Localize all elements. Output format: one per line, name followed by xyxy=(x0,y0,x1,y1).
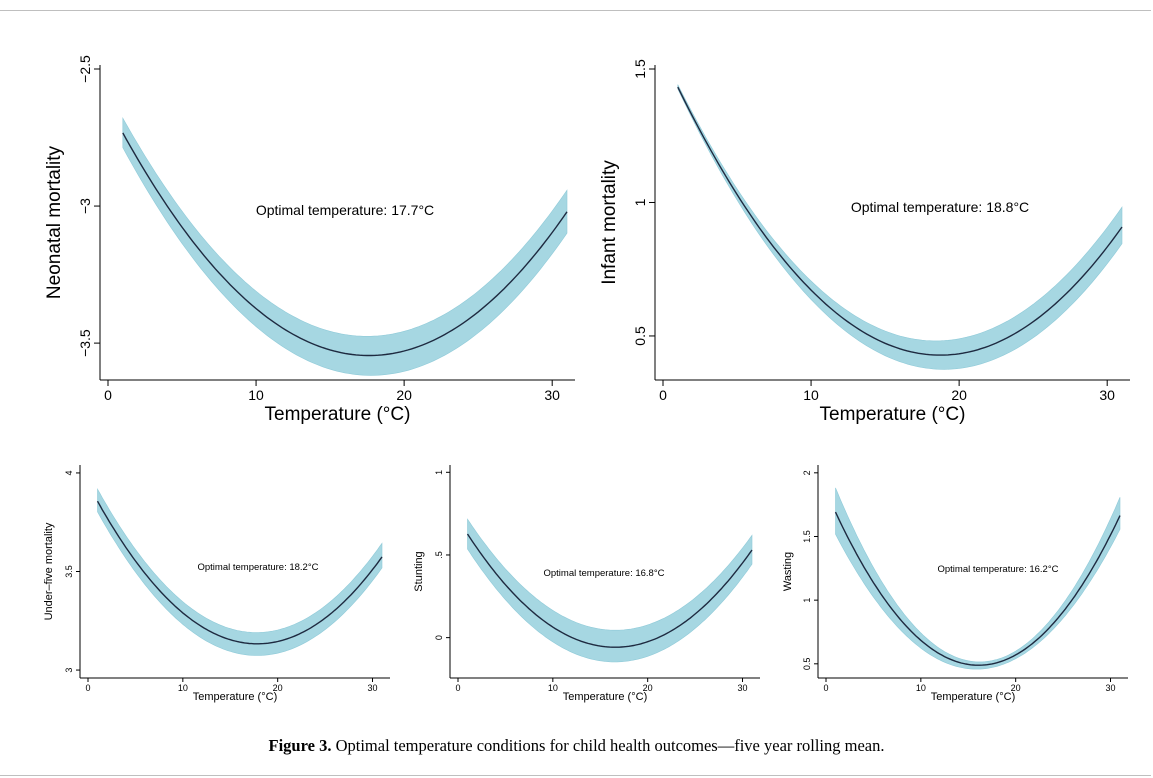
y-tick-label: 1 xyxy=(434,470,444,475)
x-axis-title: Temperature (°C) xyxy=(193,691,277,703)
x-tick-label: 20 xyxy=(643,683,653,693)
figure-frame xyxy=(0,10,1151,776)
x-tick-label: 0 xyxy=(455,683,460,693)
x-tick-label: 0 xyxy=(85,683,90,693)
y-tick-label: 2 xyxy=(802,470,812,475)
chart-infant-mortality: 0 10 20 30 0.5 1 1.5 Temperature (°C) Infant mor… xyxy=(599,59,1130,425)
y-axis-title: Stunting xyxy=(413,551,425,591)
y-tick-label: 0.5 xyxy=(802,658,812,671)
chart-neonatal-mortality: 0 10 20 30 −3.5 −3 −2.5 Temperature (°C) Neonata… xyxy=(44,55,575,425)
confidence-band xyxy=(677,84,1123,370)
x-tick-label: 30 xyxy=(544,387,560,403)
x-axis-title: Temperature (°C) xyxy=(820,404,966,425)
optimal-temperature-annotation: Optimal temperature: 16.8°C xyxy=(543,568,664,579)
figure-caption: Figure 3. Optimal temperature conditions… xyxy=(0,736,1153,756)
y-tick-label: −3 xyxy=(77,198,93,214)
x-tick-label: 10 xyxy=(248,387,264,403)
y-tick-label: 1 xyxy=(802,598,812,603)
fitted-curve xyxy=(466,533,753,648)
figure-caption-label: Figure 3. xyxy=(268,736,332,755)
x-axis-title: Temperature (°C) xyxy=(563,691,647,703)
y-tick-label: 3 xyxy=(64,668,74,673)
x-tick-label: 10 xyxy=(548,683,558,693)
x-tick-label: 10 xyxy=(803,387,819,403)
confidence-band xyxy=(122,116,568,376)
y-tick-label: −2.5 xyxy=(77,55,93,83)
x-tick-label: 20 xyxy=(951,387,967,403)
x-axis-title: Temperature (°C) xyxy=(931,691,1015,703)
y-tick-label: 0 xyxy=(434,635,444,640)
x-tick-label: 30 xyxy=(368,683,378,693)
chart-under-five-mortality: 0 10 20 30 3 3.5 4 Temperature (°C) Under–five m… xyxy=(43,465,390,703)
y-tick-label: 1.5 xyxy=(632,59,648,79)
chart-wasting: 0 10 20 30 0.5 1 1.5 2 Temperature (°C) Wasting Op… xyxy=(782,465,1128,703)
figure-caption-text: Optimal temperature conditions for child… xyxy=(335,736,885,755)
y-tick-label: .5 xyxy=(434,551,444,559)
fitted-curve xyxy=(834,511,1121,666)
y-tick-label: 4 xyxy=(64,470,74,475)
x-tick-label: 0 xyxy=(659,387,667,403)
y-axis-title: Neonatal mortality xyxy=(44,145,65,299)
x-tick-label: 30 xyxy=(1106,683,1116,693)
y-axis-title: Infant mortality xyxy=(599,160,620,285)
fitted-curve xyxy=(96,500,383,645)
x-tick-label: 10 xyxy=(916,683,926,693)
y-axis-title: Under–five mortality xyxy=(43,522,55,620)
fitted-curve xyxy=(122,132,568,357)
x-tick-label: 10 xyxy=(178,683,188,693)
confidence-band xyxy=(835,487,1121,670)
x-tick-label: 20 xyxy=(396,387,412,403)
x-tick-label: 20 xyxy=(273,683,283,693)
x-tick-label: 0 xyxy=(104,387,112,403)
y-tick-label: 0.5 xyxy=(632,326,648,346)
x-tick-label: 20 xyxy=(1011,683,1021,693)
optimal-temperature-annotation: Optimal temperature: 16.2°C xyxy=(937,564,1058,575)
x-tick-label: 0 xyxy=(823,683,828,693)
y-tick-label: 3.5 xyxy=(64,565,74,578)
optimal-temperature-annotation: Optimal temperature: 17.7°C xyxy=(256,202,434,218)
confidence-band xyxy=(97,487,383,656)
x-axis-title: Temperature (°C) xyxy=(265,404,411,425)
fitted-curve xyxy=(677,86,1123,356)
y-tick-label: 1.5 xyxy=(802,530,812,543)
x-tick-label: 30 xyxy=(1099,387,1115,403)
y-axis-title: Wasting xyxy=(782,552,794,591)
optimal-temperature-annotation: Optimal temperature: 18.8°C xyxy=(851,199,1029,215)
y-tick-label: −3.5 xyxy=(77,329,93,357)
optimal-temperature-annotation: Optimal temperature: 18.2°C xyxy=(197,562,318,573)
chart-stunting: 0 10 20 30 0 .5 1 Temperature (°C) Stunting Optim… xyxy=(413,465,760,703)
y-tick-label: 1 xyxy=(632,198,648,206)
confidence-band xyxy=(467,518,753,663)
x-tick-label: 30 xyxy=(738,683,748,693)
